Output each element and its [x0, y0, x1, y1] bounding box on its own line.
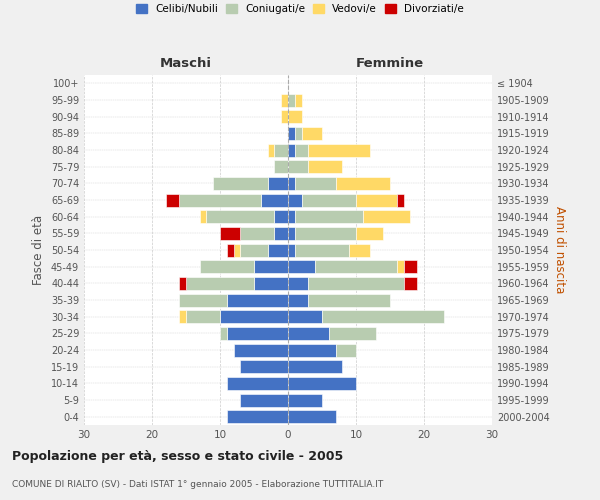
Text: Femmine: Femmine: [356, 57, 424, 70]
Text: Popolazione per età, sesso e stato civile - 2005: Popolazione per età, sesso e stato civil…: [12, 450, 343, 463]
Bar: [288, 360, 343, 373]
Bar: [227, 377, 288, 390]
Bar: [288, 177, 295, 190]
Bar: [363, 210, 410, 223]
Bar: [288, 127, 295, 140]
Bar: [227, 244, 233, 256]
Bar: [241, 394, 288, 406]
Bar: [404, 277, 417, 290]
Bar: [288, 194, 302, 206]
Bar: [288, 144, 295, 156]
Bar: [227, 410, 288, 423]
Bar: [254, 260, 288, 273]
Bar: [179, 194, 261, 206]
Bar: [186, 277, 254, 290]
Bar: [302, 127, 322, 140]
Bar: [227, 294, 288, 306]
Bar: [179, 294, 227, 306]
Bar: [308, 277, 404, 290]
Bar: [220, 310, 288, 323]
Bar: [397, 260, 404, 273]
Bar: [322, 310, 445, 323]
Bar: [397, 194, 404, 206]
Bar: [213, 177, 268, 190]
Bar: [274, 210, 288, 223]
Bar: [295, 144, 308, 156]
Bar: [288, 210, 295, 223]
Bar: [241, 227, 274, 240]
Bar: [241, 244, 268, 256]
Bar: [274, 160, 288, 173]
Bar: [166, 194, 179, 206]
Bar: [349, 244, 370, 256]
Bar: [288, 277, 308, 290]
Bar: [295, 94, 302, 106]
Bar: [254, 277, 288, 290]
Bar: [288, 344, 335, 356]
Bar: [268, 144, 274, 156]
Bar: [206, 210, 274, 223]
Bar: [335, 177, 390, 190]
Y-axis label: Fasce di età: Fasce di età: [32, 215, 45, 285]
Text: Maschi: Maschi: [160, 57, 212, 70]
Bar: [281, 110, 288, 123]
Bar: [220, 227, 241, 240]
Bar: [200, 260, 254, 273]
Bar: [220, 327, 227, 340]
Bar: [288, 310, 322, 323]
Bar: [308, 160, 343, 173]
Bar: [288, 244, 295, 256]
Bar: [227, 327, 288, 340]
Bar: [335, 344, 356, 356]
Text: COMUNE DI RIALTO (SV) - Dati ISTAT 1° gennaio 2005 - Elaborazione TUTTITALIA.IT: COMUNE DI RIALTO (SV) - Dati ISTAT 1° ge…: [12, 480, 383, 489]
Bar: [241, 360, 288, 373]
Bar: [200, 210, 206, 223]
Bar: [268, 244, 288, 256]
Bar: [179, 310, 186, 323]
Bar: [356, 227, 383, 240]
Bar: [295, 210, 363, 223]
Y-axis label: Anni di nascita: Anni di nascita: [553, 206, 566, 294]
Bar: [295, 244, 349, 256]
Bar: [233, 344, 288, 356]
Bar: [356, 194, 397, 206]
Bar: [288, 160, 308, 173]
Bar: [288, 294, 308, 306]
Bar: [186, 310, 220, 323]
Bar: [302, 194, 356, 206]
Bar: [295, 177, 335, 190]
Bar: [268, 177, 288, 190]
Bar: [288, 260, 315, 273]
Bar: [281, 94, 288, 106]
Bar: [274, 144, 288, 156]
Bar: [329, 327, 376, 340]
Bar: [308, 294, 390, 306]
Bar: [315, 260, 397, 273]
Bar: [261, 194, 288, 206]
Bar: [295, 127, 302, 140]
Bar: [233, 244, 241, 256]
Legend: Celibi/Nubili, Coniugati/e, Vedovi/e, Divorziati/e: Celibi/Nubili, Coniugati/e, Vedovi/e, Di…: [132, 0, 468, 18]
Bar: [288, 410, 335, 423]
Bar: [288, 110, 302, 123]
Bar: [288, 394, 322, 406]
Bar: [179, 277, 186, 290]
Bar: [288, 94, 295, 106]
Bar: [308, 144, 370, 156]
Bar: [288, 227, 295, 240]
Bar: [295, 227, 356, 240]
Bar: [404, 260, 417, 273]
Bar: [274, 227, 288, 240]
Bar: [288, 327, 329, 340]
Bar: [288, 377, 356, 390]
